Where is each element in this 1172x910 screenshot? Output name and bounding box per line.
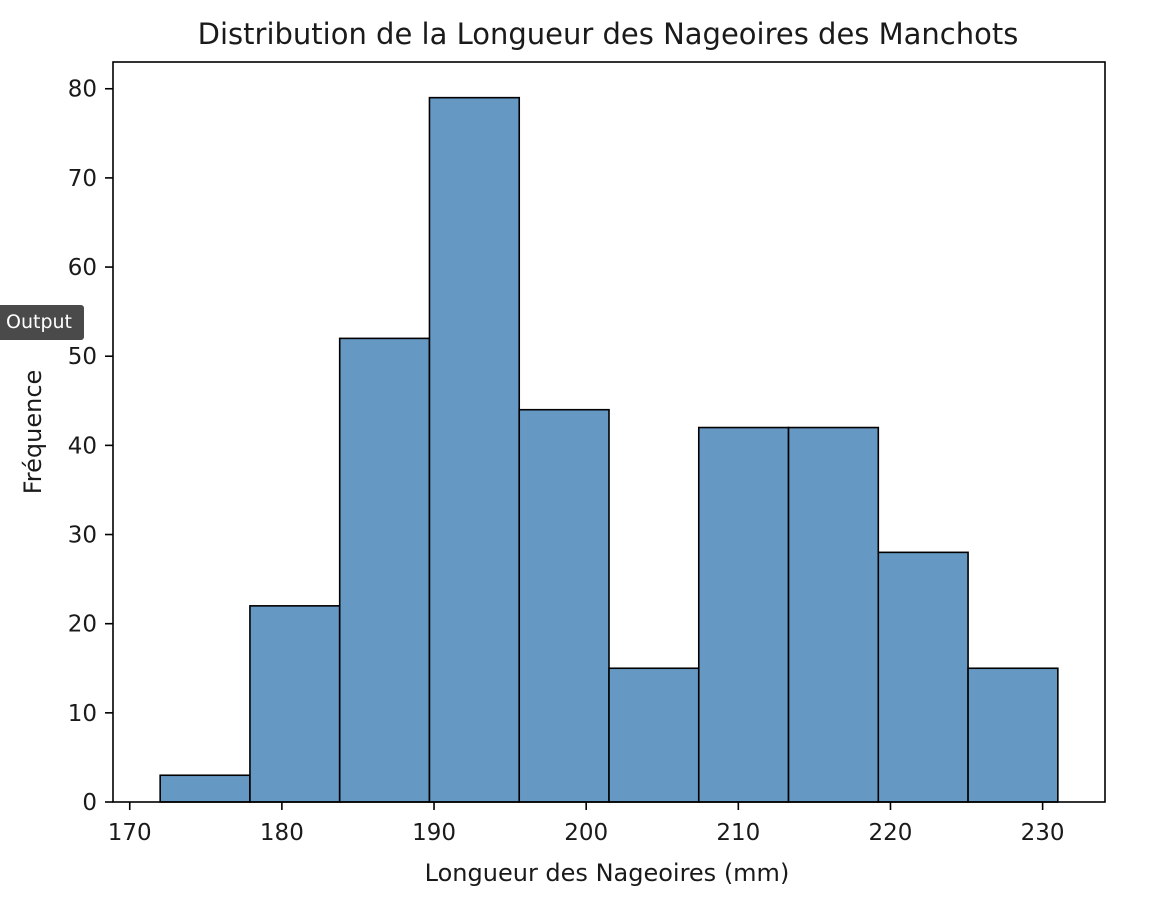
y-axis-label: Fréquence: [19, 370, 47, 495]
x-tick-label: 230: [1021, 820, 1065, 846]
x-tick-label: 220: [869, 820, 913, 846]
x-tick-label: 190: [412, 820, 456, 846]
histogram-bar: [338, 337, 431, 803]
histogram-bar: [967, 667, 1059, 803]
histogram-bar: [697, 426, 790, 803]
x-tick-label: 200: [564, 820, 608, 846]
plot-frame: [112, 61, 1106, 803]
histogram-bar: [428, 96, 521, 803]
histogram-bar: [877, 551, 969, 803]
y-tick-label: 50: [68, 344, 97, 370]
output-badge[interactable]: Output: [0, 305, 84, 340]
y-tick-label: 30: [68, 523, 97, 549]
histogram-bar: [159, 774, 251, 803]
histogram-bar: [249, 605, 341, 803]
y-tick-label: 10: [68, 701, 97, 727]
histogram-bar: [518, 408, 610, 803]
y-tick-label: 80: [68, 77, 97, 103]
output-badge-label: Output: [6, 311, 72, 333]
x-tick-label: 170: [108, 820, 152, 846]
y-tick-label: 70: [68, 166, 97, 192]
x-axis-label: Longueur des Nageoires (mm): [425, 859, 790, 887]
y-axis-ticks: 0 10 20 30 40 50 60 70 80: [68, 77, 113, 816]
x-tick-label: 210: [716, 820, 760, 846]
y-tick-label: 20: [68, 612, 97, 638]
bars-group: [159, 96, 1059, 803]
y-tick-label: 40: [68, 433, 97, 459]
histogram-bar: [608, 667, 700, 803]
y-tick-label: 0: [82, 790, 97, 816]
x-tick-label: 180: [260, 820, 304, 846]
x-axis-ticks: 170 180 190 200 210 220 230: [108, 802, 1065, 846]
y-tick-label: 60: [68, 255, 97, 281]
chart-title: Distribution de la Longueur des Nageoire…: [198, 17, 1019, 51]
histogram-bar: [787, 426, 880, 803]
